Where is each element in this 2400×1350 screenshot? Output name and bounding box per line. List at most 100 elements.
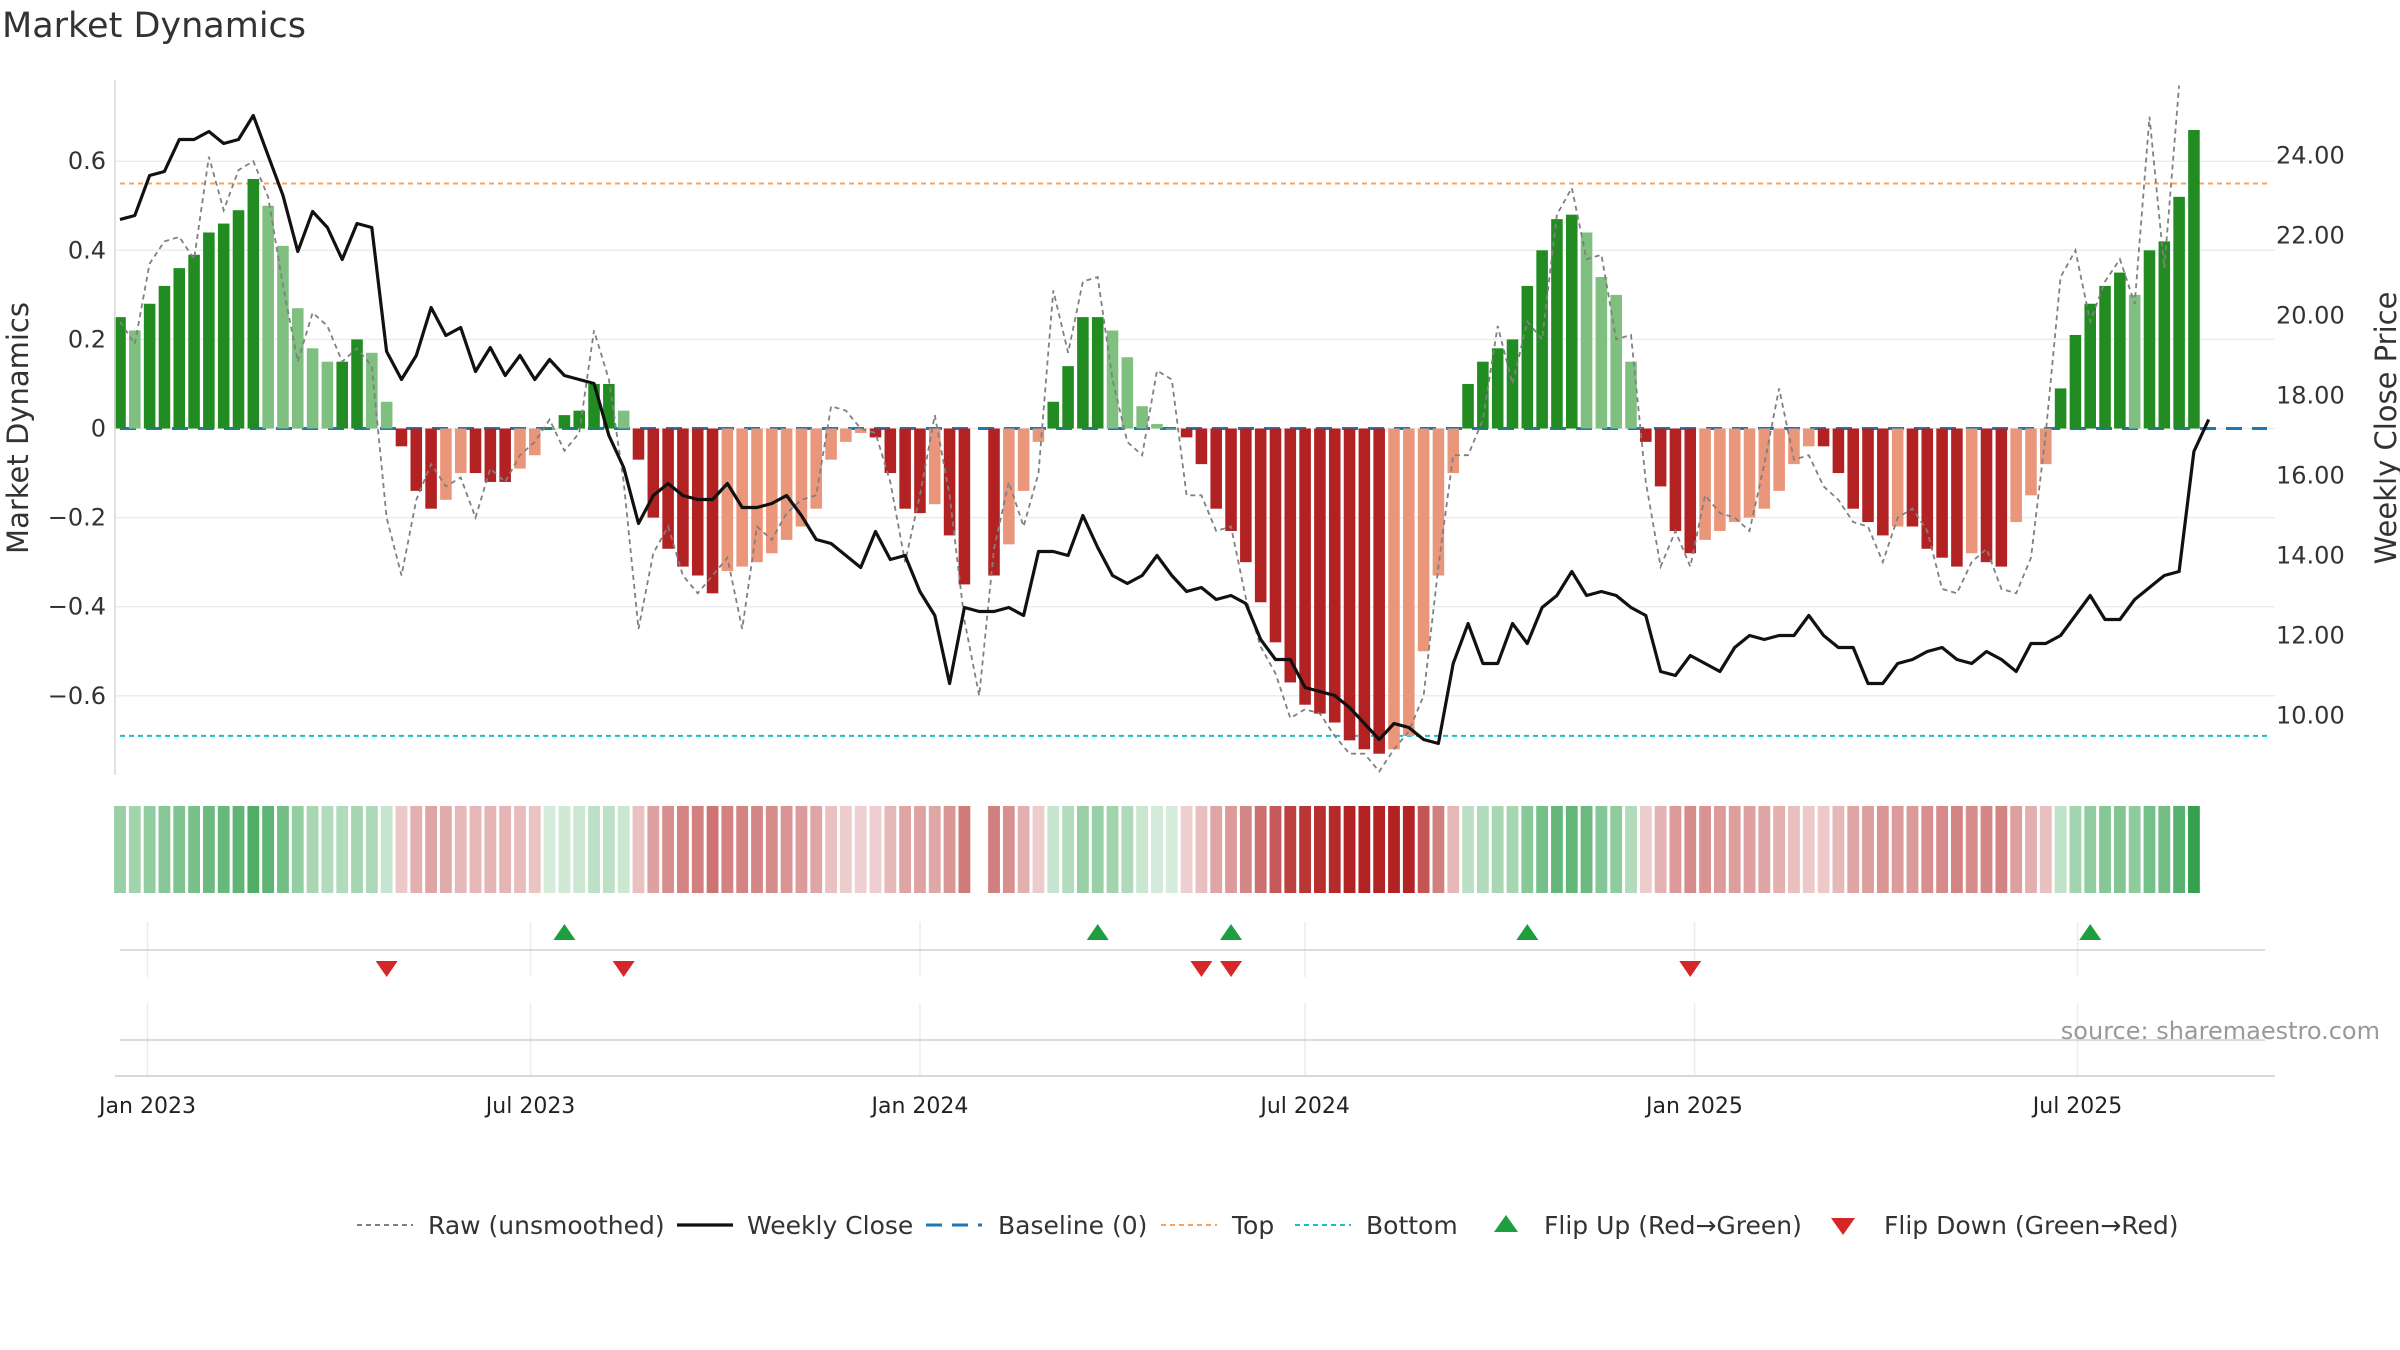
regime-cell [321, 806, 334, 893]
dynamics-bar [1773, 428, 1785, 491]
dynamics-bar [751, 428, 763, 563]
dynamics-bar [1906, 428, 1919, 527]
dynamics-bar [1254, 428, 1267, 603]
regime-cell [914, 806, 926, 893]
dynamics-bar [854, 428, 867, 433]
regime-cell [1047, 806, 1060, 893]
regime-cell [691, 806, 704, 893]
dynamics-bar [573, 410, 586, 429]
legend: Raw (unsmoothed) Weekly Close Baseline (0)… [357, 1211, 2179, 1240]
dynamics-bar [558, 415, 571, 429]
regime-cell [1462, 806, 1474, 893]
flip-panel [120, 922, 2265, 977]
regime-cell [410, 806, 423, 893]
dynamics-bar [810, 428, 823, 509]
dynamics-bar [1388, 428, 1400, 750]
regime-cell [2010, 806, 2023, 893]
dynamics-bar [2084, 303, 2097, 429]
regime-cell [247, 806, 260, 893]
dynamics-bar [514, 428, 526, 469]
dynamics-bar [1699, 428, 1711, 540]
dynamics-bar [469, 428, 482, 474]
dynamics-bar [366, 352, 378, 429]
regime-cell [1491, 806, 1504, 893]
regime-cell [306, 806, 319, 893]
dynamics-bar [351, 339, 363, 429]
dynamics-bar [2173, 196, 2185, 429]
regime-cell [899, 806, 912, 893]
regime-cell [2069, 806, 2082, 893]
y-tick-label: 0 [91, 415, 106, 443]
dynamics-bar [632, 428, 645, 460]
dynamics-bar [484, 428, 497, 482]
regime-cell [617, 806, 630, 893]
dynamics-bar [1180, 428, 1193, 438]
dynamics-bar [1891, 428, 1904, 527]
dynamics-bar [395, 428, 408, 447]
regime-cell [469, 806, 482, 893]
regime-cell [1565, 806, 1578, 893]
dynamics-bar [1047, 401, 1060, 429]
regime-cell [1876, 806, 1889, 893]
dynamics-bars [114, 130, 2200, 754]
regime-cell [262, 806, 275, 893]
dynamics-bar [647, 428, 660, 518]
regime-cell [484, 806, 497, 893]
regime-cell [454, 806, 467, 893]
dynamics-bar [1343, 428, 1356, 741]
y-tick-label: −0.4 [48, 593, 106, 621]
dynamics-bar [247, 179, 260, 429]
regime-cell [336, 806, 349, 893]
regime-cell [2054, 806, 2067, 893]
legend-flip-up-swatch [1494, 1215, 1518, 1232]
regime-cell [1121, 806, 1134, 893]
legend-baseline-label: Baseline (0) [998, 1211, 1147, 1240]
legend-top-label: Top [1231, 1211, 1274, 1240]
dynamics-bar [2040, 428, 2052, 465]
regime-cell [1965, 806, 1978, 893]
legend-flip-down-label: Flip Down (Green→Red) [1884, 1211, 2179, 1240]
dynamics-bar [262, 205, 274, 429]
y2-tick-label: 14.00 [2276, 542, 2345, 570]
regime-cell [1625, 806, 1637, 893]
regime-cell [2143, 806, 2156, 893]
regime-cell [528, 806, 541, 893]
regime-cell [1299, 806, 1312, 893]
dynamics-bar [1240, 428, 1252, 563]
flip-up-marker [553, 924, 576, 940]
dynamics-bar [380, 401, 393, 429]
dynamics-bar [1151, 424, 1163, 429]
dynamics-bar [1077, 317, 1089, 429]
regime-cell [1847, 806, 1860, 893]
regime-cell [425, 806, 437, 893]
raw-line [119, 85, 2180, 774]
regime-cell [1180, 806, 1193, 893]
regime-cell [2099, 806, 2111, 893]
regime-cell [588, 806, 600, 893]
regime-cell [958, 806, 971, 893]
regime-cell [884, 806, 897, 893]
regime-cell [277, 806, 289, 893]
regime-cell [1314, 806, 1326, 893]
dynamics-bar [1802, 428, 1815, 447]
y2-tick-label: 10.00 [2276, 702, 2345, 730]
dynamics-bar [1758, 428, 1771, 509]
regime-cell [1936, 806, 1949, 893]
dynamics-bar [1358, 428, 1371, 750]
dynamics-bar [1506, 339, 1519, 429]
regime-cell [1091, 806, 1104, 893]
dynamics-bar [543, 428, 556, 430]
dynamics-bar [1580, 232, 1593, 429]
flip-down-marker [1220, 961, 1243, 977]
regime-cell [1017, 806, 1030, 893]
dynamics-bar [2188, 130, 2200, 429]
regime-cell [839, 806, 852, 893]
dynamics-bar [1328, 428, 1341, 723]
chart-title: Market Dynamics [2, 6, 307, 46]
flip-down-marker [375, 961, 398, 977]
regime-cell [765, 806, 778, 893]
dynamics-bar [1684, 428, 1697, 554]
regime-cell [1654, 806, 1667, 893]
regime-cell [573, 806, 586, 893]
